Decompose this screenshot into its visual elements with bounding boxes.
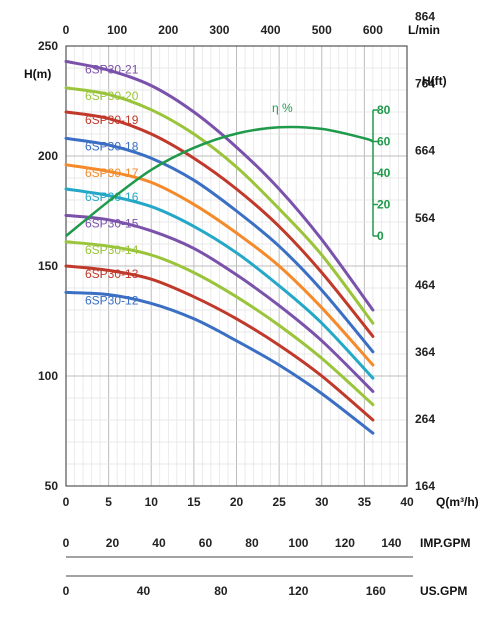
series-label: 6SP30-16	[85, 190, 139, 204]
series-label: 6SP30-19	[85, 113, 139, 127]
us-gpm-tick-label: 40	[137, 584, 151, 598]
top-tick-label: 200	[158, 23, 178, 37]
x-axis-label: Q(m³/h)	[436, 495, 479, 509]
y-tick-label: 150	[38, 259, 58, 273]
head-curves	[64, 59, 375, 435]
series-label: 6SP30-14	[85, 243, 139, 257]
us-gpm-label: US.GPM	[420, 584, 467, 598]
right-tick-label: 764	[415, 77, 435, 91]
series-line-6sp30-19	[64, 110, 375, 338]
imp-gpm-tick-label: 20	[106, 536, 120, 550]
x-tick-label: 0	[63, 495, 70, 509]
series-line-6sp30-18	[64, 136, 375, 354]
series-line-6sp30-15	[64, 213, 375, 393]
top-tick-label: 600	[363, 23, 383, 37]
flow-conversion-scales: 0 20 40 60 80 100 120 140 IMP.GPM 0 40 80 120 160 US.G…	[63, 536, 471, 598]
x-tick-label: 10	[145, 495, 159, 509]
series-line-6sp30-13	[64, 264, 375, 422]
us-gpm-tick-label: 120	[288, 584, 308, 598]
series-label: 6SP30-13	[85, 267, 139, 281]
x-tick-label: 25	[272, 495, 286, 509]
us-gpm-tick-label: 0	[63, 584, 70, 598]
right-tick-label: 264	[415, 412, 435, 426]
imp-gpm-tick-label: 40	[152, 536, 166, 550]
top-axis-label: L/min	[408, 23, 440, 37]
series-line-6sp30-20	[64, 86, 375, 325]
us-gpm-tick-label: 80	[214, 584, 228, 598]
imp-gpm-tick-label: 120	[335, 536, 355, 550]
efficiency-axis-label: η %	[272, 101, 293, 115]
series-label: 6SP30-15	[85, 216, 139, 230]
imp-gpm-tick-label: 60	[199, 536, 213, 550]
series-line-6sp30-17	[64, 163, 375, 367]
right-tick-label: 664	[415, 144, 435, 158]
efficiency-curve: 0 20 40 60 80 η %	[65, 101, 391, 243]
right-axis-label: H(ft)	[422, 74, 447, 88]
series-label: 6SP30-20	[85, 89, 139, 103]
us-gpm-tick-label: 160	[366, 584, 386, 598]
series-line-6sp30-14	[64, 240, 375, 407]
top-tick-label: 0	[63, 23, 70, 37]
x-tick-label: 35	[358, 495, 372, 509]
top-tick-label: 400	[261, 23, 281, 37]
right-tick-label: 564	[415, 211, 435, 225]
efficiency-tick-label: 80	[377, 103, 391, 117]
x-tick-label: 15	[187, 495, 201, 509]
x-tick-label: 30	[315, 495, 329, 509]
efficiency-line	[65, 125, 374, 237]
y-tick-label: 100	[38, 369, 58, 383]
y-axis-label: H(m)	[24, 67, 51, 81]
series-label: 6SP30-21	[85, 62, 139, 76]
imp-gpm-tick-label: 0	[63, 536, 70, 550]
top-tick-label: 500	[312, 23, 332, 37]
imp-gpm-tick-label: 140	[381, 536, 401, 550]
series-label: 6SP30-17	[85, 166, 139, 180]
series-label: 6SP30-12	[85, 293, 139, 307]
imp-gpm-tick-label: 100	[288, 536, 308, 550]
series-labels: 6SP30-12 6SP30-13 6SP30-14 6SP30-15 6SP30-16…	[85, 62, 139, 307]
series-line-6sp30-12	[64, 290, 375, 435]
efficiency-tick-label: 40	[377, 166, 391, 180]
efficiency-tick-label: 0	[377, 229, 384, 243]
right-tick-label: 164	[415, 479, 435, 493]
y-tick-label: 50	[45, 479, 59, 493]
efficiency-tick-label: 60	[377, 135, 391, 149]
efficiency-tick-label: 20	[377, 198, 391, 212]
top-tick-label: 100	[107, 23, 127, 37]
y-tick-label: 200	[38, 149, 58, 163]
right-tick-label: 364	[415, 345, 435, 359]
series-label: 6SP30-18	[85, 139, 139, 153]
axes: 0 5 10 15 20 25 30 35 40 Q(m³/h)50100150200250H(m…	[24, 10, 479, 509]
x-tick-label: 20	[230, 495, 244, 509]
right-tick-label: 464	[415, 278, 435, 292]
x-tick-label: 40	[400, 495, 414, 509]
y-tick-label: 250	[38, 39, 58, 53]
imp-gpm-tick-label: 80	[245, 536, 259, 550]
x-tick-label: 5	[105, 495, 112, 509]
imp-gpm-label: IMP.GPM	[420, 536, 470, 550]
series-line-6sp30-21	[64, 59, 375, 312]
top-tick-label: 300	[209, 23, 229, 37]
right-tick-label: 864	[415, 10, 435, 24]
